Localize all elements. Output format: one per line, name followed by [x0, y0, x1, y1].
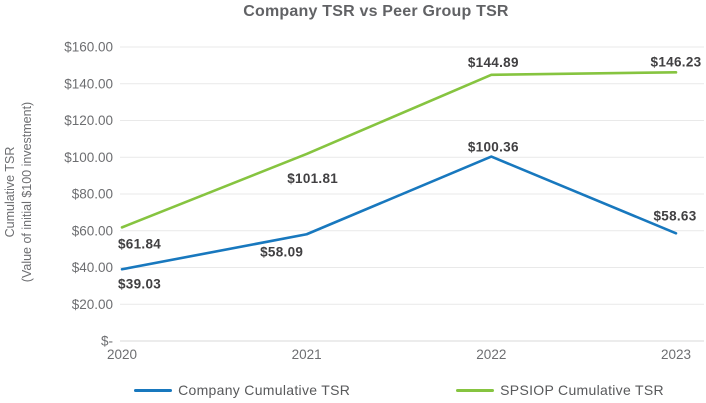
y-axis-title-line: (Value of initial $100 investment): [20, 102, 34, 282]
spsiop-tsr-line: [120, 71, 678, 229]
y-tick-label: $80.00: [72, 187, 113, 202]
y-tick-label: $-: [101, 334, 113, 349]
y-tick-label: $40.00: [72, 260, 113, 275]
spsiop-point-label: $101.81: [287, 171, 338, 186]
y-axis-tick-labels: $160.00 $140.00 $120.00 $100.00 $80.00 $60.00…: [64, 40, 113, 349]
company-point-label: $100.36: [468, 140, 519, 155]
spsiop-line-swatch: [456, 388, 495, 392]
legend: Company Cumulative TSR SPSIOP Cumulative…: [122, 378, 676, 402]
company-line-swatch: [134, 388, 173, 392]
y-axis-title-line: Cumulative TSR: [3, 147, 17, 238]
company-tsr-line: [120, 155, 678, 271]
y-tick-label: $120.00: [64, 113, 113, 128]
y-axis-title: Cumulative TSR (Value of initial $100 inv…: [3, 102, 34, 282]
company-point-label: $39.03: [118, 276, 161, 291]
y-tick-label: $100.00: [64, 150, 113, 165]
gridlines: [120, 46, 704, 342]
spsiop-point-label: $144.89: [468, 55, 519, 70]
y-tick-label: $60.00: [72, 223, 113, 238]
legend-label-company: Company Cumulative TSR: [178, 382, 351, 398]
y-tick-label: $160.00: [64, 40, 113, 55]
chart-title: Company TSR vs Peer Group TSR: [243, 3, 509, 20]
x-axis-tick-labels: 2020 2021 2022 2023: [107, 347, 691, 362]
y-tick-label: $20.00: [72, 297, 113, 312]
x-tick-label: 2022: [476, 347, 506, 362]
company-point-label: $58.63: [653, 208, 696, 223]
spsiop-point-label: $146.23: [651, 54, 702, 69]
spsiop-data-labels: $61.84 $101.81 $144.89 $146.23: [118, 54, 702, 251]
company-data-labels: $39.03 $58.09 $100.36 $58.63: [118, 140, 696, 292]
legend-label-spsiop: SPSIOP Cumulative TSR: [500, 382, 664, 398]
legend-item-company: Company Cumulative TSR: [134, 382, 350, 398]
spsiop-point-label: $61.84: [118, 236, 161, 251]
x-tick-label: 2020: [107, 347, 137, 362]
company-point-label: $58.09: [260, 244, 303, 259]
legend-item-spsiop: SPSIOP Cumulative TSR: [456, 382, 664, 398]
x-tick-label: 2023: [661, 347, 691, 362]
y-tick-label: $140.00: [64, 76, 113, 91]
x-tick-label: 2021: [292, 347, 322, 362]
